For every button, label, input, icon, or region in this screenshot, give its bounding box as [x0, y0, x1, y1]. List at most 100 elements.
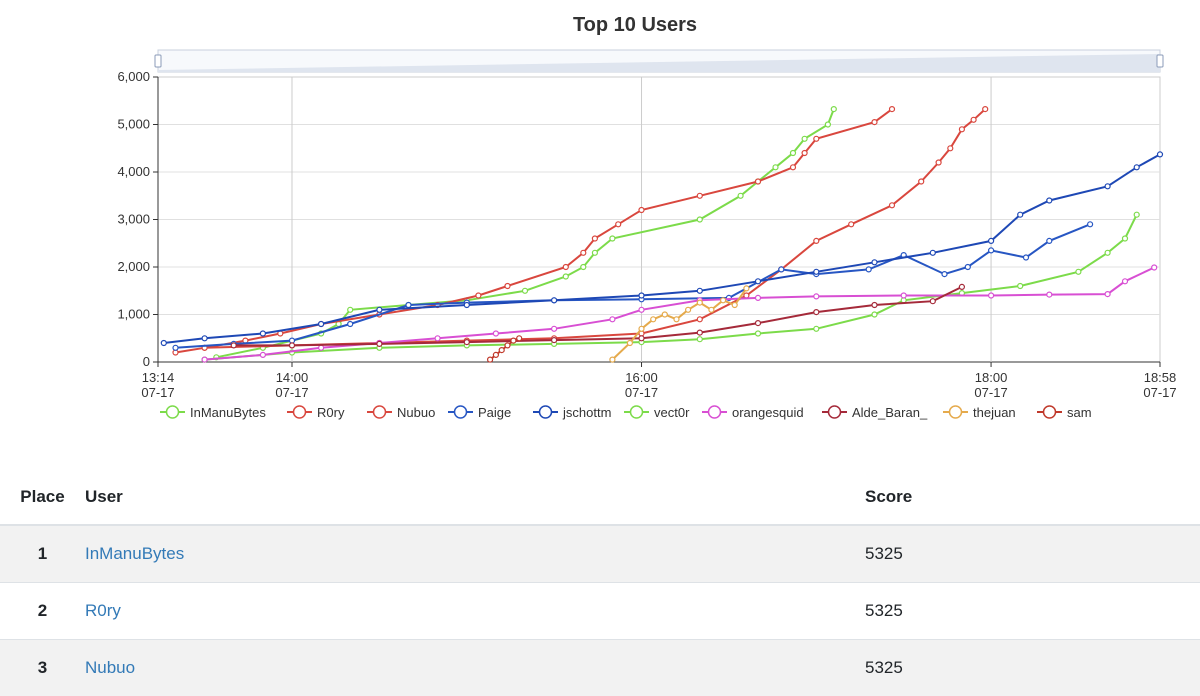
- legend-item-thejuan[interactable]: thejuan: [973, 405, 1016, 420]
- data-point-r0ry: [616, 222, 621, 227]
- user-header: User: [85, 470, 865, 525]
- legend-item-orangesquid[interactable]: orangesquid: [732, 405, 804, 420]
- data-point-jschottm: [872, 260, 877, 265]
- data-point-thejuan: [744, 286, 749, 291]
- data-point-r0ry: [791, 165, 796, 170]
- data-point-alde-baran: [930, 299, 935, 304]
- x-tick-date-label: 07-17: [974, 385, 1007, 400]
- data-point-r0ry: [476, 293, 481, 298]
- data-point-inmanubytes: [773, 165, 778, 170]
- data-point-alde-baran: [377, 341, 382, 346]
- y-tick-label: 2,000: [117, 259, 150, 274]
- data-point-orangesquid: [552, 326, 557, 331]
- legend-item-jschottm[interactable]: jschottm: [562, 405, 611, 420]
- data-point-jschottm: [989, 238, 994, 243]
- data-point-orangesquid: [435, 336, 440, 341]
- x-tick-label: 16:00: [625, 370, 658, 385]
- chart-title: Top 10 Users: [573, 14, 697, 36]
- data-point-inmanubytes: [581, 265, 586, 270]
- data-point-r0ry: [756, 179, 761, 184]
- data-point-orangesquid: [814, 294, 819, 299]
- data-point-thejuan: [639, 326, 644, 331]
- data-point-thejuan: [697, 300, 702, 305]
- data-point-thejuan: [674, 317, 679, 322]
- data-point-paige: [348, 322, 353, 327]
- data-point-sam: [493, 352, 498, 357]
- data-point-orangesquid: [639, 307, 644, 312]
- data-point-orangesquid: [493, 331, 498, 336]
- data-point-r0ry: [581, 250, 586, 255]
- data-point-jschottm: [464, 303, 469, 308]
- data-point-alde-baran: [697, 330, 702, 335]
- zoom-handle-right[interactable]: [1157, 55, 1163, 67]
- score-cell: 5325: [865, 525, 1200, 583]
- score-cell: 5325: [865, 640, 1200, 696]
- data-point-r0ry: [814, 136, 819, 141]
- legend-item-inmanubytes[interactable]: InManuBytes: [190, 405, 266, 420]
- data-point-orangesquid: [1105, 292, 1110, 297]
- data-point-nubuo: [971, 117, 976, 122]
- table-row: 2 R0ry 5325: [0, 583, 1200, 640]
- data-point-nubuo: [919, 179, 924, 184]
- data-point-orangesquid: [989, 293, 994, 298]
- data-point-inmanubytes: [791, 151, 796, 156]
- data-point-orangesquid: [1152, 265, 1157, 270]
- score-chart-svg: Top 10 Users01,0002,0003,0004,0005,0006,…: [0, 0, 1200, 470]
- data-point-orangesquid: [319, 345, 324, 350]
- user-cell: InManuBytes: [85, 525, 865, 583]
- data-point-r0ry: [872, 120, 877, 125]
- score-cell: 5325: [865, 583, 1200, 640]
- data-point-thejuan: [732, 303, 737, 308]
- data-point-paige: [866, 267, 871, 272]
- scoreboard-header-row: Place User Score: [0, 470, 1200, 525]
- data-point-paige: [1047, 238, 1052, 243]
- legend-marker-jschottm: [540, 406, 552, 418]
- x-tick-label: 18:58: [1144, 370, 1177, 385]
- x-tick-label: 13:14: [142, 370, 175, 385]
- data-point-thejuan: [709, 307, 714, 312]
- user-cell: R0ry: [85, 583, 865, 640]
- data-point-jschottm: [1047, 198, 1052, 203]
- data-point-thejuan: [721, 298, 726, 303]
- data-point-sam: [488, 357, 493, 362]
- user-link[interactable]: R0ry: [85, 601, 121, 620]
- data-point-sam: [505, 343, 510, 348]
- data-point-inmanubytes: [523, 288, 528, 293]
- data-point-vect0r: [1123, 236, 1128, 241]
- x-tick-label: 14:00: [276, 370, 309, 385]
- user-link[interactable]: InManuBytes: [85, 544, 184, 563]
- data-point-vect0r: [1105, 250, 1110, 255]
- data-point-vect0r: [1018, 284, 1023, 289]
- data-point-thejuan: [686, 307, 691, 312]
- data-point-inmanubytes: [738, 193, 743, 198]
- data-point-r0ry: [890, 107, 895, 112]
- data-point-sam: [517, 336, 522, 341]
- legend-item-vect0r[interactable]: vect0r: [654, 405, 690, 420]
- legend-marker-alde-baran: [829, 406, 841, 418]
- y-tick-label: 4,000: [117, 164, 150, 179]
- legend-item-r0ry[interactable]: R0ry: [317, 405, 345, 420]
- data-point-vect0r: [872, 312, 877, 317]
- x-tick-date-label: 07-17: [1143, 385, 1176, 400]
- legend-marker-orangesquid: [709, 406, 721, 418]
- legend-item-alde-baran[interactable]: Alde_Baran_: [852, 405, 928, 420]
- data-point-jschottm: [161, 341, 166, 346]
- y-tick-label: 5,000: [117, 117, 150, 132]
- data-point-paige: [173, 345, 178, 350]
- y-tick-label: 6,000: [117, 69, 150, 84]
- legend-marker-thejuan: [950, 406, 962, 418]
- data-point-alde-baran: [959, 284, 964, 289]
- data-point-paige: [1024, 255, 1029, 260]
- legend-marker-paige: [455, 406, 467, 418]
- legend-marker-sam: [1044, 406, 1056, 418]
- legend-item-sam[interactable]: sam: [1067, 405, 1092, 420]
- data-point-vect0r: [814, 326, 819, 331]
- data-point-jschottm: [377, 307, 382, 312]
- data-point-alde-baran: [639, 336, 644, 341]
- zoom-handle-left[interactable]: [155, 55, 161, 67]
- legend-item-paige[interactable]: Paige: [478, 405, 511, 420]
- data-point-thejuan: [627, 341, 632, 346]
- data-point-jschottm: [1018, 212, 1023, 217]
- user-link[interactable]: Nubuo: [85, 658, 135, 677]
- legend-item-nubuo[interactable]: Nubuo: [397, 405, 435, 420]
